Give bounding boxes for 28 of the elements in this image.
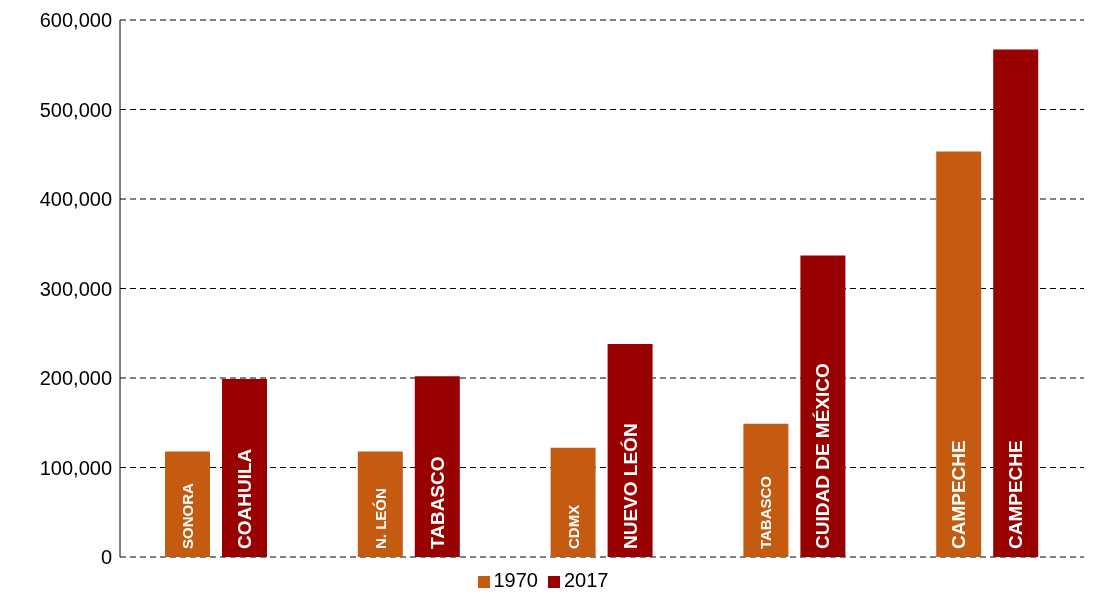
data-label: CAMPECHE [948,440,970,549]
data-label: COAHUILA [234,448,255,549]
y-tick-label: 0 [100,546,112,569]
y-tick-label: 200,000 [39,367,112,390]
data-label: NUEVO LEÓN [619,423,641,549]
data-label: CDMX [564,504,582,549]
data-label: SONORA [179,483,196,549]
bar [936,151,982,557]
data-label: TABASCO [426,456,448,549]
bar [993,49,1039,557]
y-tick-label: 500,000 [39,98,112,121]
bar [743,423,789,557]
bar [414,376,460,557]
bar [165,451,210,557]
data-label: N. LEÓN [371,488,389,549]
legend-label: 2017 [564,569,609,591]
data-label: CAMPECHE [1005,440,1027,549]
bar [222,378,267,557]
y-tick-label: 300,000 [39,277,112,300]
data-label: CUIDAD DE MÉXICO [812,363,834,549]
legend-label: 1970 [493,569,538,591]
y-tick-label: 400,000 [39,188,112,211]
bar [357,451,403,557]
y-tick-label: 600,000 [39,9,112,32]
bar [550,447,596,557]
data-label: TABASCO [757,475,775,549]
y-tick-label: 100,000 [39,456,112,479]
bar [607,343,653,557]
